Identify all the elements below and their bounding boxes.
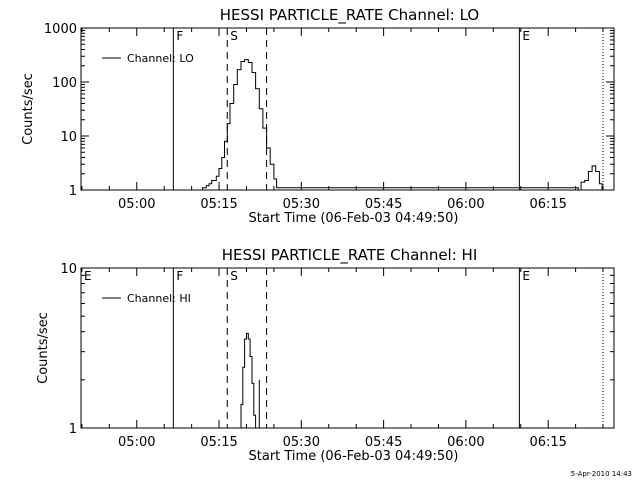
y-tick-label: 1000 [44,22,77,37]
marker-label: E [84,269,92,283]
legend-label: Channel: LO [127,52,194,65]
x-tick-label: 06:00 [447,435,484,450]
chart-title: HESSI PARTICLE_RATE Channel: LO [220,6,479,25]
series-line-1 [240,332,257,428]
x-tick-label: 05:30 [283,197,320,212]
chart-title: HESSI PARTICLE_RATE Channel: HI [222,246,478,265]
marker-label: F [176,269,183,283]
marker-label: E [522,269,530,283]
x-tick-label: 06:00 [447,197,484,212]
marker-label: F [176,29,183,43]
marker-label: S [230,29,238,43]
x-axis-label: Start Time (06-Feb-03 04:49:50) [249,449,459,464]
x-tick-label: 06:15 [529,435,566,450]
x-tick-label: 05:45 [365,435,402,450]
timestamp-footer: 5-Apr-2010 14:43 [570,470,632,478]
y-tick-label: 10 [60,262,77,277]
x-tick-label: 05:45 [365,197,402,212]
y-tick-label: 1 [69,184,77,199]
marker-label: E [522,29,530,43]
x-tick-label: 05:30 [283,435,320,450]
x-tick-label: 05:00 [118,197,155,212]
legend-label: Channel: HI [127,292,191,305]
y-tick-label: 10 [60,130,77,145]
x-tick-label: 05:00 [118,435,155,450]
y-tick-label: 100 [52,76,77,91]
y-axis-label: Counts/sec [36,312,51,384]
y-tick-label: 1 [69,422,77,437]
x-tick-label: 05:15 [200,197,237,212]
marker-label: S [230,269,238,283]
x-axis-label: Start Time (06-Feb-03 04:49:50) [249,211,459,226]
x-tick-label: 05:15 [200,435,237,450]
x-tick-label: 06:15 [529,197,566,212]
series-line-1 [202,59,603,190]
y-axis-label: Counts/sec [21,73,36,145]
